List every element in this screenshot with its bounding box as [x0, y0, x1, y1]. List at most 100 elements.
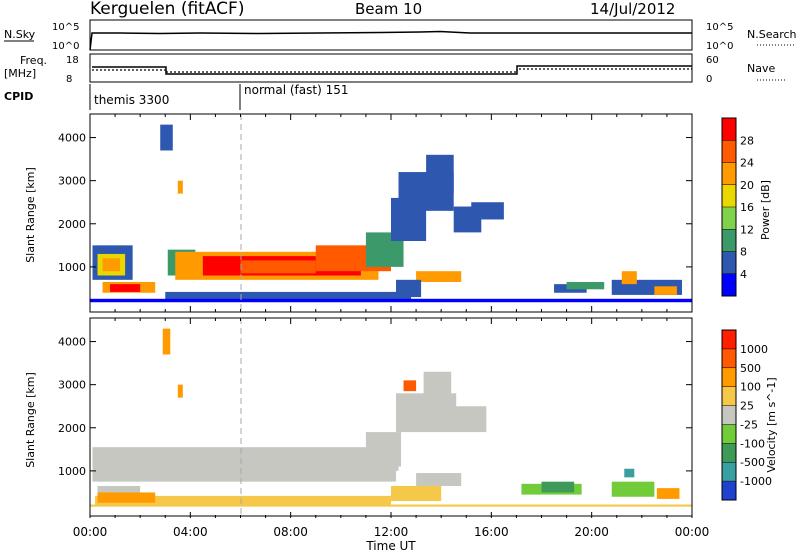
- colorbar-swatch: [722, 251, 736, 275]
- data-cell: [97, 485, 141, 495]
- freq-tick-bottom: 8: [66, 74, 72, 85]
- colorbar-swatch: [722, 162, 736, 186]
- y-tick-label: 4000: [58, 132, 86, 145]
- data-cell: [566, 281, 605, 290]
- nave-tick-top: 60: [706, 55, 719, 66]
- colorbar-tick-label: 100: [740, 381, 761, 394]
- nsky-tick-bottom: 10^0: [52, 41, 79, 52]
- data-cell: [391, 485, 442, 502]
- freq-tick-top: 18: [66, 55, 79, 66]
- data-cell: [624, 468, 635, 478]
- station-title: Kerguelen (fitACF): [90, 0, 244, 19]
- y-tick-label: 2000: [58, 218, 86, 231]
- data-cell: [97, 492, 156, 503]
- nsky-tick-top: 10^5: [52, 22, 79, 33]
- nsearch-label: N.Search: [747, 28, 797, 41]
- colorbar-tick-label: 500: [740, 362, 761, 375]
- freq-line: [92, 65, 692, 75]
- y-tick-label: 1000: [58, 261, 86, 274]
- colorbar-swatch: [722, 386, 736, 406]
- colorbar-frame: [721, 329, 737, 501]
- nsky-line: [89, 30, 692, 51]
- colorbar-swatch: [722, 462, 736, 482]
- data-cell: [656, 488, 680, 499]
- colorbar-swatch: [722, 184, 736, 208]
- data-cell: [621, 271, 637, 285]
- x-tick-label: 20:00: [574, 525, 609, 539]
- data-cell: [165, 291, 412, 300]
- y-tick-label: 3000: [58, 175, 86, 188]
- colorbar-swatch: [722, 443, 736, 463]
- power-y-axis: 4000 3000 2000 1000: [58, 132, 692, 274]
- power-ylabel: Slant Range [km]: [24, 167, 37, 263]
- colorbar-tick-label: -100: [740, 437, 765, 450]
- colorbar-tick-label: 1000: [740, 343, 768, 356]
- y-tick-label: 4000: [58, 336, 86, 349]
- x-tick-label: 08:00: [273, 525, 308, 539]
- colorbar-tick-label: -25: [740, 418, 758, 431]
- colorbar-swatch: [722, 330, 736, 350]
- freq-unit: [MHz]: [4, 67, 36, 80]
- nsky-panel: [89, 19, 693, 51]
- colorbar-tick-label: 24: [740, 157, 754, 170]
- colorbar-tick-label: 25: [740, 400, 754, 413]
- data-cell: [95, 495, 392, 506]
- nave-label: Nave: [747, 62, 775, 75]
- colorbar-tick-label: 4: [740, 268, 747, 281]
- colorbar-swatch: [722, 481, 736, 501]
- cpid-2: normal (fast) 151: [244, 83, 348, 97]
- cpid-1: themis 3300: [94, 93, 169, 107]
- data-cell: [175, 449, 399, 471]
- data-cell: [162, 328, 171, 355]
- colorbar-tick-label: 8: [740, 246, 747, 259]
- nsky-label: N.Sky: [4, 28, 36, 41]
- time-axis: 00:00 04:00 08:00 12:00 16:00 20:00 00:00: [73, 114, 709, 539]
- cpid-label: CPID: [4, 90, 33, 103]
- data-cell: [611, 481, 655, 497]
- data-cell: [177, 180, 183, 194]
- data-cell: [541, 481, 575, 493]
- colorbar-tick-label: 12: [740, 223, 754, 236]
- y-tick-label: 3000: [58, 379, 86, 392]
- y-tick-label: 1000: [58, 465, 86, 478]
- colorbar-swatch: [722, 229, 736, 252]
- colorbar-tick-label: 28: [740, 134, 754, 147]
- data-cell: [453, 406, 487, 433]
- power-heatmap: [90, 124, 692, 303]
- colorbar-swatch: [722, 424, 736, 444]
- colorbar-swatch: [722, 140, 736, 163]
- x-tick-label: 12:00: [374, 525, 409, 539]
- data-cell: [110, 284, 141, 292]
- beam-title: Beam 10: [355, 0, 422, 18]
- colorbar-swatch: [722, 348, 736, 369]
- colorbar-swatch: [722, 273, 736, 297]
- y-tick-label: 2000: [58, 422, 86, 435]
- freq-label: Freq.: [20, 54, 47, 67]
- velocity-heatmap: [90, 328, 692, 507]
- time-label: Time UT: [365, 539, 416, 553]
- data-cell: [240, 260, 316, 274]
- nave-line: [92, 68, 692, 73]
- freq-panel: [89, 53, 693, 83]
- colorbar-swatch: [722, 118, 736, 141]
- data-cell: [426, 154, 454, 194]
- x-tick-label: 00:00: [73, 525, 108, 539]
- data-cell: [654, 286, 677, 295]
- colorbar-tick-label: 20: [740, 179, 754, 192]
- colorbar-swatch: [722, 405, 736, 425]
- data-cell: [102, 258, 121, 272]
- velocity-ylabel: Slant Range [km]: [24, 372, 37, 468]
- power-colorbar: 28 24 20 16 12 8 4: [721, 117, 754, 297]
- colorbar-tick-label: -500: [740, 456, 765, 469]
- power-cbar-label: Power [dB]: [759, 180, 772, 240]
- data-cell: [90, 504, 692, 507]
- date-title: 14/Jul/2012: [590, 0, 675, 18]
- x-tick-label: 04:00: [173, 525, 208, 539]
- velocity-colorbar: 1000 500 100 25 -25 -100 -500 -1000: [721, 329, 772, 501]
- data-cell: [365, 432, 402, 467]
- velocity-y-axis: 4000 3000 2000 1000: [58, 336, 692, 478]
- nave-tick-bottom: 0: [706, 74, 712, 85]
- data-cell: [160, 124, 173, 151]
- x-tick-label: 16:00: [474, 525, 509, 539]
